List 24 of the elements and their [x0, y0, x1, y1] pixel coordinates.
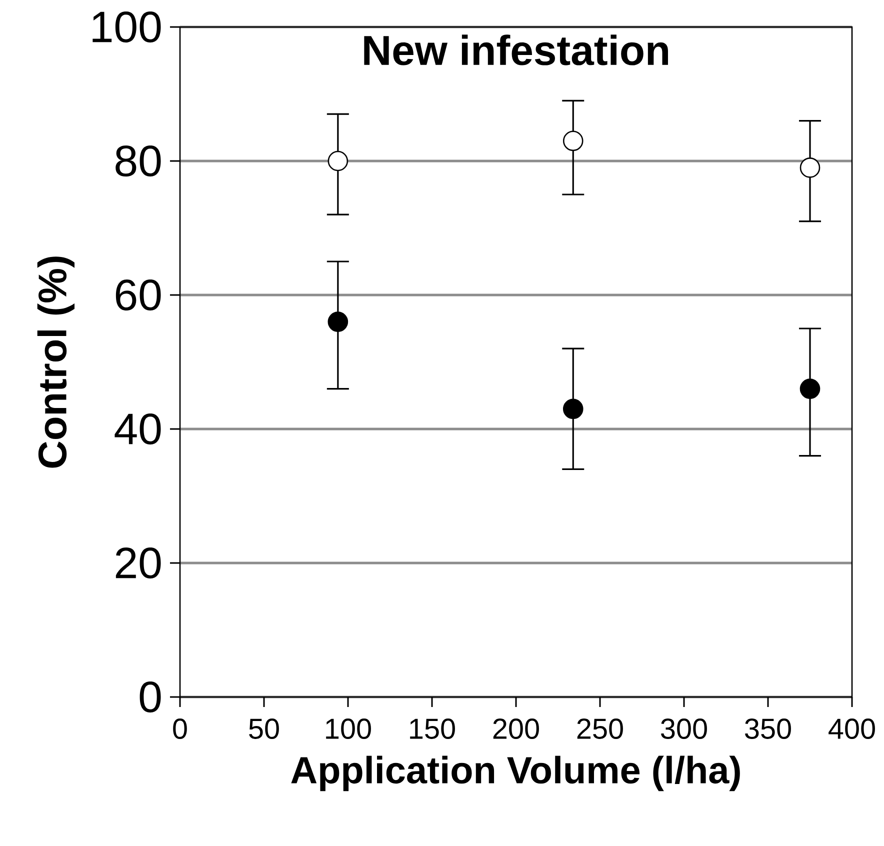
point [328, 150, 348, 172]
y-tick-label: 0 [140, 681, 161, 713]
point [800, 158, 820, 178]
point [562, 398, 584, 420]
y-tick-label: 60 [116, 279, 161, 311]
x-tick-label: 350 [744, 718, 791, 739]
point [562, 130, 584, 152]
y-tick-label: 100 [92, 11, 161, 43]
x-tick-label: 100 [326, 718, 371, 739]
point [800, 378, 820, 399]
y-axis-title: Control (%) [37, 256, 74, 468]
x-tick-label: 400 [828, 718, 875, 739]
x-tick-label: 250 [577, 718, 623, 739]
x-tick-label: 200 [493, 718, 539, 739]
y-tick-label: 40 [114, 413, 161, 445]
y-tick-label: 80 [116, 145, 161, 177]
x-tick-label: 300 [660, 718, 707, 739]
x-tick-label: 0 [173, 718, 187, 739]
point [328, 312, 348, 332]
chart-title: New infestation [364, 34, 668, 66]
x-tick-label: 150 [410, 718, 455, 739]
x-axis-title: Application Volume (l/ha) [291, 756, 740, 792]
x-tick-label: 50 [249, 718, 279, 739]
y-tick-label: 20 [116, 547, 161, 579]
